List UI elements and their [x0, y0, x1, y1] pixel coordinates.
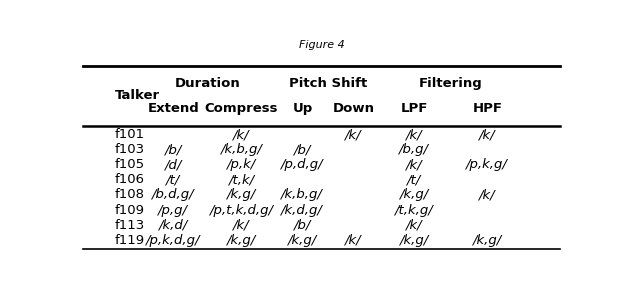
- Text: /k/: /k/: [479, 188, 495, 201]
- Text: Extend: Extend: [148, 102, 199, 115]
- Text: LPF: LPF: [401, 102, 428, 115]
- Text: /b,d,g/: /b,d,g/: [152, 188, 195, 201]
- Text: /k/: /k/: [406, 158, 423, 171]
- Text: /k,d/: /k,d/: [159, 219, 188, 232]
- Text: f108: f108: [115, 188, 145, 201]
- Text: /b/: /b/: [294, 219, 311, 232]
- Text: /k/: /k/: [345, 234, 362, 247]
- Text: /p,g/: /p,g/: [158, 204, 188, 217]
- Text: f109: f109: [115, 204, 145, 217]
- Text: /t/: /t/: [166, 173, 180, 186]
- Text: /p,k,d,g/: /p,k,d,g/: [146, 234, 201, 247]
- Text: HPF: HPF: [472, 102, 502, 115]
- Text: Talker: Talker: [115, 90, 160, 102]
- Text: /k,g/: /k,g/: [227, 188, 256, 201]
- Text: f101: f101: [115, 128, 145, 141]
- Text: /p,d,g/: /p,d,g/: [281, 158, 323, 171]
- Text: /k/: /k/: [479, 128, 495, 141]
- Text: f113: f113: [115, 219, 145, 232]
- Text: Compress: Compress: [205, 102, 278, 115]
- Text: /k,b,g/: /k,b,g/: [220, 143, 263, 156]
- Text: /b,g/: /b,g/: [399, 143, 430, 156]
- Text: Duration: Duration: [175, 78, 241, 90]
- Text: /t/: /t/: [407, 173, 421, 186]
- Text: /k/: /k/: [345, 128, 362, 141]
- Text: /k/: /k/: [406, 128, 423, 141]
- Text: /k/: /k/: [406, 219, 423, 232]
- Text: /k,g/: /k,g/: [399, 188, 429, 201]
- Text: f106: f106: [115, 173, 145, 186]
- Text: /b/: /b/: [165, 143, 182, 156]
- Text: /k,g/: /k,g/: [473, 234, 502, 247]
- Text: Up: Up: [292, 102, 313, 115]
- Text: f119: f119: [115, 234, 145, 247]
- Text: /p,k/: /p,k/: [227, 158, 256, 171]
- Text: /t,k,g/: /t,k,g/: [395, 204, 434, 217]
- Text: Down: Down: [332, 102, 374, 115]
- Text: /k,d,g/: /k,d,g/: [281, 204, 323, 217]
- Text: /p,k,g/: /p,k,g/: [467, 158, 508, 171]
- Text: /k/: /k/: [233, 219, 250, 232]
- Text: /b/: /b/: [294, 143, 311, 156]
- Text: Figure 4: Figure 4: [299, 40, 345, 50]
- Text: f105: f105: [115, 158, 145, 171]
- Text: /k,g/: /k,g/: [288, 234, 317, 247]
- Text: /t,k/: /t,k/: [229, 173, 254, 186]
- Text: /k,g/: /k,g/: [399, 234, 429, 247]
- Text: Filtering: Filtering: [419, 78, 483, 90]
- Text: f103: f103: [115, 143, 145, 156]
- Text: Pitch Shift: Pitch Shift: [289, 78, 367, 90]
- Text: /k/: /k/: [233, 128, 250, 141]
- Text: /k,g/: /k,g/: [227, 234, 256, 247]
- Text: /d/: /d/: [165, 158, 182, 171]
- Text: /k,b,g/: /k,b,g/: [281, 188, 323, 201]
- Text: /p,t,k,d,g/: /p,t,k,d,g/: [210, 204, 274, 217]
